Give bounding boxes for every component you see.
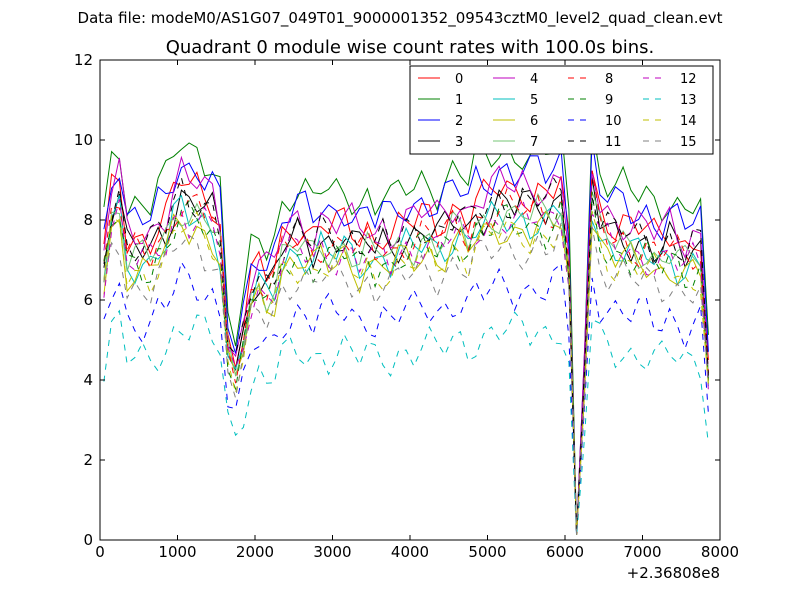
legend-label-8: 8 — [605, 72, 613, 87]
series-line-15 — [103, 222, 709, 536]
series-line-11 — [103, 175, 709, 535]
legend-label-6: 6 — [530, 114, 538, 129]
y-tick-label: 6 — [83, 291, 93, 309]
series-line-1 — [103, 125, 709, 534]
legend-label-3: 3 — [455, 135, 463, 150]
legend-label-1: 1 — [455, 93, 463, 108]
legend-label-9: 9 — [605, 93, 613, 108]
series-line-4 — [103, 155, 709, 534]
y-tick-label: 8 — [83, 211, 93, 229]
x-offset-label: +2.36808e8 — [627, 564, 720, 582]
chart-title: Quadrant 0 module wise count rates with … — [166, 37, 655, 58]
x-tick-label: 7000 — [623, 543, 661, 561]
axis-ticks: 0 1000 2000 3000 4000 5000 6000 7000 80000246810… — [74, 51, 739, 561]
legend-label-11: 11 — [605, 135, 622, 150]
y-tick-label: 0 — [83, 531, 93, 549]
series-line-10 — [103, 260, 709, 536]
y-tick-label: 2 — [83, 451, 93, 469]
legend-label-10: 10 — [605, 114, 622, 129]
legend-label-13: 13 — [680, 93, 697, 108]
series-line-13 — [103, 309, 709, 537]
series-line-2 — [103, 139, 709, 535]
series-line-14 — [103, 210, 709, 535]
legend-label-2: 2 — [455, 114, 463, 129]
legend-label-4: 4 — [530, 72, 538, 87]
series-line-6 — [103, 210, 709, 535]
legend-box — [409, 65, 714, 155]
series-line-12 — [103, 197, 709, 535]
legend-label-7: 7 — [530, 135, 538, 150]
y-tick-label: 10 — [74, 131, 93, 149]
legend-label-0: 0 — [455, 72, 463, 87]
series-layer — [103, 125, 709, 537]
x-tick-label: 8000 — [701, 543, 739, 561]
x-tick-label: 4000 — [391, 543, 429, 561]
series-line-8 — [103, 170, 709, 535]
legend-label-15: 15 — [680, 135, 697, 150]
series-line-7 — [103, 191, 709, 535]
x-tick-label: 1000 — [158, 543, 196, 561]
legend-label-14: 14 — [680, 114, 697, 129]
legend-label-12: 12 — [680, 72, 697, 87]
x-tick-label: 3000 — [313, 543, 351, 561]
x-tick-label: 5000 — [468, 543, 506, 561]
y-tick-label: 4 — [83, 371, 93, 389]
legend-label-5: 5 — [530, 93, 538, 108]
x-tick-label: 0 — [95, 543, 105, 561]
x-tick-label: 6000 — [546, 543, 584, 561]
y-tick-label: 12 — [74, 51, 93, 69]
data-file-suptitle: Data file: modeM0/AS1G07_049T01_90000013… — [78, 9, 723, 28]
x-tick-label: 2000 — [236, 543, 274, 561]
